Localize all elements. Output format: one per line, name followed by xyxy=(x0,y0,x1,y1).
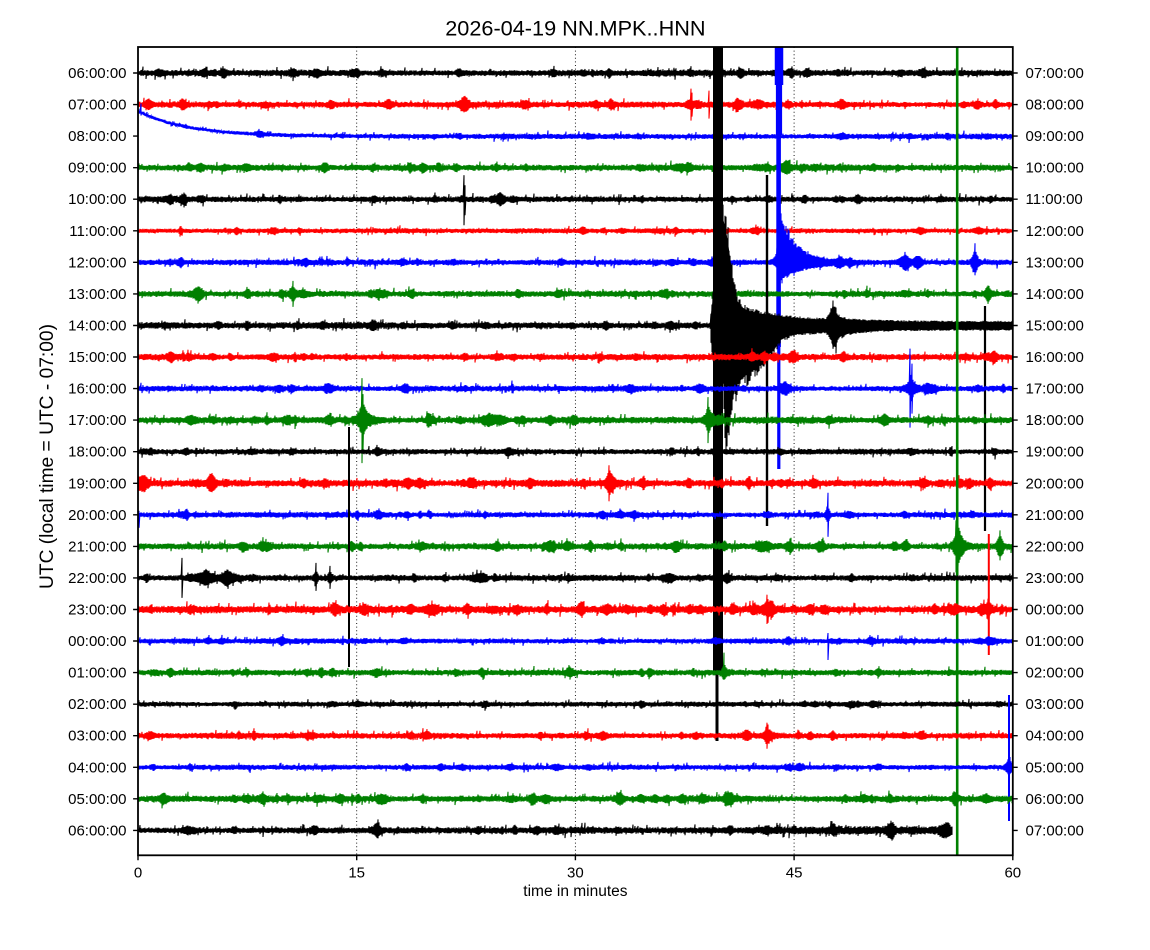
svg-text:20:00:00: 20:00:00 xyxy=(1026,475,1084,492)
svg-text:60: 60 xyxy=(1004,865,1021,882)
svg-text:17:00:00: 17:00:00 xyxy=(68,412,126,429)
svg-text:45: 45 xyxy=(786,865,803,882)
svg-text:12:00:00: 12:00:00 xyxy=(1026,223,1084,240)
svg-text:10:00:00: 10:00:00 xyxy=(68,191,126,208)
svg-text:05:00:00: 05:00:00 xyxy=(68,791,126,808)
svg-text:22:00:00: 22:00:00 xyxy=(1026,538,1084,555)
svg-text:02:00:00: 02:00:00 xyxy=(68,696,126,713)
svg-text:06:00:00: 06:00:00 xyxy=(68,822,126,839)
svg-text:09:00:00: 09:00:00 xyxy=(1026,128,1084,145)
svg-text:07:00:00: 07:00:00 xyxy=(1026,822,1084,839)
svg-text:09:00:00: 09:00:00 xyxy=(68,160,126,177)
svg-text:07:00:00: 07:00:00 xyxy=(1026,65,1084,82)
svg-text:0: 0 xyxy=(134,865,142,882)
svg-text:08:00:00: 08:00:00 xyxy=(1026,97,1084,114)
svg-text:22:00:00: 22:00:00 xyxy=(68,570,126,587)
svg-text:14:00:00: 14:00:00 xyxy=(68,318,126,335)
svg-text:04:00:00: 04:00:00 xyxy=(1026,728,1084,745)
svg-text:12:00:00: 12:00:00 xyxy=(68,254,126,271)
svg-text:17:00:00: 17:00:00 xyxy=(1026,381,1084,398)
svg-text:06:00:00: 06:00:00 xyxy=(68,65,126,82)
svg-text:13:00:00: 13:00:00 xyxy=(68,286,126,303)
svg-text:02:00:00: 02:00:00 xyxy=(1026,665,1084,682)
svg-text:03:00:00: 03:00:00 xyxy=(1026,696,1084,713)
svg-text:20:00:00: 20:00:00 xyxy=(68,507,126,524)
svg-text:23:00:00: 23:00:00 xyxy=(68,602,126,619)
svg-text:04:00:00: 04:00:00 xyxy=(68,759,126,776)
svg-text:10:00:00: 10:00:00 xyxy=(1026,160,1084,177)
svg-text:00:00:00: 00:00:00 xyxy=(1026,602,1084,619)
svg-text:21:00:00: 21:00:00 xyxy=(68,538,126,555)
svg-text:21:00:00: 21:00:00 xyxy=(1026,507,1084,524)
svg-text:14:00:00: 14:00:00 xyxy=(1026,286,1084,303)
svg-text:08:00:00: 08:00:00 xyxy=(68,128,126,145)
svg-text:16:00:00: 16:00:00 xyxy=(68,381,126,398)
svg-text:2026-04-19 NN.MPK..HNN: 2026-04-19 NN.MPK..HNN xyxy=(445,16,705,41)
svg-text:15: 15 xyxy=(348,865,365,882)
svg-text:15:00:00: 15:00:00 xyxy=(1026,318,1084,335)
svg-text:01:00:00: 01:00:00 xyxy=(1026,633,1084,650)
svg-text:16:00:00: 16:00:00 xyxy=(1026,349,1084,366)
svg-text:19:00:00: 19:00:00 xyxy=(1026,444,1084,461)
svg-text:03:00:00: 03:00:00 xyxy=(68,728,126,745)
svg-text:00:00:00: 00:00:00 xyxy=(68,633,126,650)
svg-text:UTC (local time = UTC - 07:00): UTC (local time = UTC - 07:00) xyxy=(37,324,58,589)
svg-text:19:00:00: 19:00:00 xyxy=(68,475,126,492)
svg-text:07:00:00: 07:00:00 xyxy=(68,97,126,114)
svg-text:06:00:00: 06:00:00 xyxy=(1026,791,1084,808)
svg-text:11:00:00: 11:00:00 xyxy=(1026,191,1083,208)
svg-text:11:00:00: 11:00:00 xyxy=(69,223,126,240)
svg-text:30: 30 xyxy=(567,865,584,882)
svg-text:18:00:00: 18:00:00 xyxy=(1026,412,1084,429)
svg-text:23:00:00: 23:00:00 xyxy=(1026,570,1084,587)
svg-text:01:00:00: 01:00:00 xyxy=(68,665,126,682)
svg-text:05:00:00: 05:00:00 xyxy=(1026,759,1084,776)
svg-text:time in minutes: time in minutes xyxy=(523,883,627,900)
svg-text:18:00:00: 18:00:00 xyxy=(68,444,126,461)
svg-text:15:00:00: 15:00:00 xyxy=(68,349,126,366)
svg-text:13:00:00: 13:00:00 xyxy=(1026,254,1084,271)
